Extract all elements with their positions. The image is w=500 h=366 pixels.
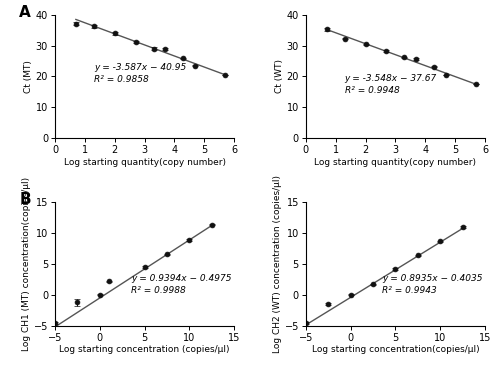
- Text: y = 0.9394x − 0.4975
R² = 0.9988: y = 0.9394x − 0.4975 R² = 0.9988: [131, 274, 232, 295]
- Y-axis label: Log CH2 (WT) concentration (copies/μl): Log CH2 (WT) concentration (copies/μl): [272, 175, 281, 353]
- Text: y = -3.548x − 37.67
R² = 0.9948: y = -3.548x − 37.67 R² = 0.9948: [344, 74, 437, 95]
- Y-axis label: Ct (WT): Ct (WT): [274, 59, 283, 93]
- X-axis label: Log starting concentration (copies/μl): Log starting concentration (copies/μl): [60, 346, 230, 354]
- Y-axis label: Ct (MT): Ct (MT): [24, 60, 33, 93]
- X-axis label: Log starting quantity(copy number): Log starting quantity(copy number): [64, 158, 226, 167]
- X-axis label: Log starting quantity(copy number): Log starting quantity(copy number): [314, 158, 476, 167]
- X-axis label: Log starting concentration(copies/μl): Log starting concentration(copies/μl): [312, 346, 479, 354]
- Text: A: A: [19, 5, 31, 20]
- Text: B: B: [19, 193, 31, 208]
- Y-axis label: Log CH1 (MT) concentration(copies/μl): Log CH1 (MT) concentration(copies/μl): [22, 177, 31, 351]
- Text: y = -3.587x − 40.95
R² = 0.9858: y = -3.587x − 40.95 R² = 0.9858: [94, 63, 186, 84]
- Text: y = 0.8935x − 0.4035
R² = 0.9943: y = 0.8935x − 0.4035 R² = 0.9943: [382, 274, 482, 295]
